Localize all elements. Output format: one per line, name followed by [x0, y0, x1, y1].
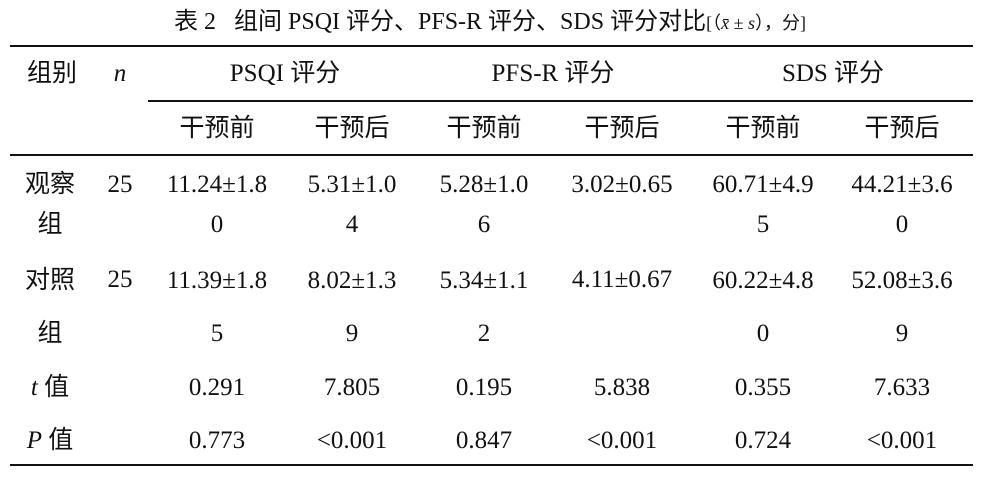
header-n: n	[113, 60, 127, 87]
table-caption: 组间 PSQI 评分、PFS-R 评分、SDS 评分对比	[234, 9, 707, 35]
table-cell: 60.71±4.95	[712, 171, 814, 238]
caption-unit: [（x̄ ± s），分]	[706, 13, 806, 33]
stat-cell: 7.805	[323, 374, 381, 401]
table-cell: 4.11±0.67	[571, 266, 673, 293]
stat-cell: 0.724	[734, 427, 792, 454]
table-cell: 3.02±0.65	[571, 171, 673, 198]
stat-symbol: t	[30, 374, 38, 401]
row-label: 观察组	[24, 171, 75, 238]
stat-cell: 0.773	[188, 427, 246, 454]
header-bottom-rule	[10, 154, 973, 156]
header-pfsr: PFS-R 评分	[491, 60, 615, 87]
header-sub-3: 干预后	[584, 115, 660, 142]
header-sub-2: 干预前	[446, 115, 522, 142]
stat-cell: 7.633	[873, 374, 931, 401]
stat-symbol: P	[26, 427, 43, 454]
stat-label-text: 值	[37, 374, 70, 401]
header-group: 组别	[26, 60, 78, 87]
table-cell: 52.08±3.69	[851, 266, 953, 347]
table-cell: 11.24±1.80	[166, 171, 268, 238]
stat-cell: 0.847	[455, 427, 513, 454]
table-cell: 8.02±1.39	[307, 266, 397, 347]
stat-cell: 0.195	[455, 374, 513, 401]
table-cell: 44.21±3.60	[851, 171, 953, 238]
table-title: 表 2 组间 PSQI 评分、PFS-R 评分、SDS 评分对比[（x̄ ± s…	[174, 6, 806, 39]
group-header-rule	[148, 100, 973, 102]
header-sds: SDS 评分	[781, 60, 885, 87]
stat-label: P 值	[27, 426, 74, 456]
table-cell: 5.31±1.04	[307, 171, 397, 238]
header-sub-5: 干预后	[864, 115, 940, 142]
stat-cell: <0.001	[866, 427, 938, 454]
bottom-rule	[10, 464, 973, 466]
table-cell: 11.39±1.85	[166, 266, 268, 347]
header-psqi: PSQI 评分	[229, 60, 341, 87]
row-n: 25	[107, 266, 133, 293]
header-sub-0: 干预前	[179, 115, 255, 142]
stat-cell: 0.291	[188, 374, 246, 401]
top-rule	[10, 45, 973, 47]
stat-cell: <0.001	[316, 427, 388, 454]
table-number: 表 2	[174, 9, 216, 35]
header-sub-4: 干预前	[725, 115, 801, 142]
stat-cell: 0.355	[734, 374, 792, 401]
header-sub-1: 干预后	[314, 115, 390, 142]
table-cell: 5.28±1.06	[439, 171, 529, 238]
row-label: 对照组	[24, 266, 75, 347]
table-cell: 60.22±4.80	[712, 266, 814, 347]
stat-label-text: 值	[42, 427, 74, 454]
stat-cell: <0.001	[586, 427, 658, 454]
row-n: 25	[107, 171, 133, 198]
stat-cell: 5.838	[593, 374, 651, 401]
stat-label: t 值	[31, 373, 69, 403]
table-cell: 5.34±1.12	[439, 266, 529, 347]
